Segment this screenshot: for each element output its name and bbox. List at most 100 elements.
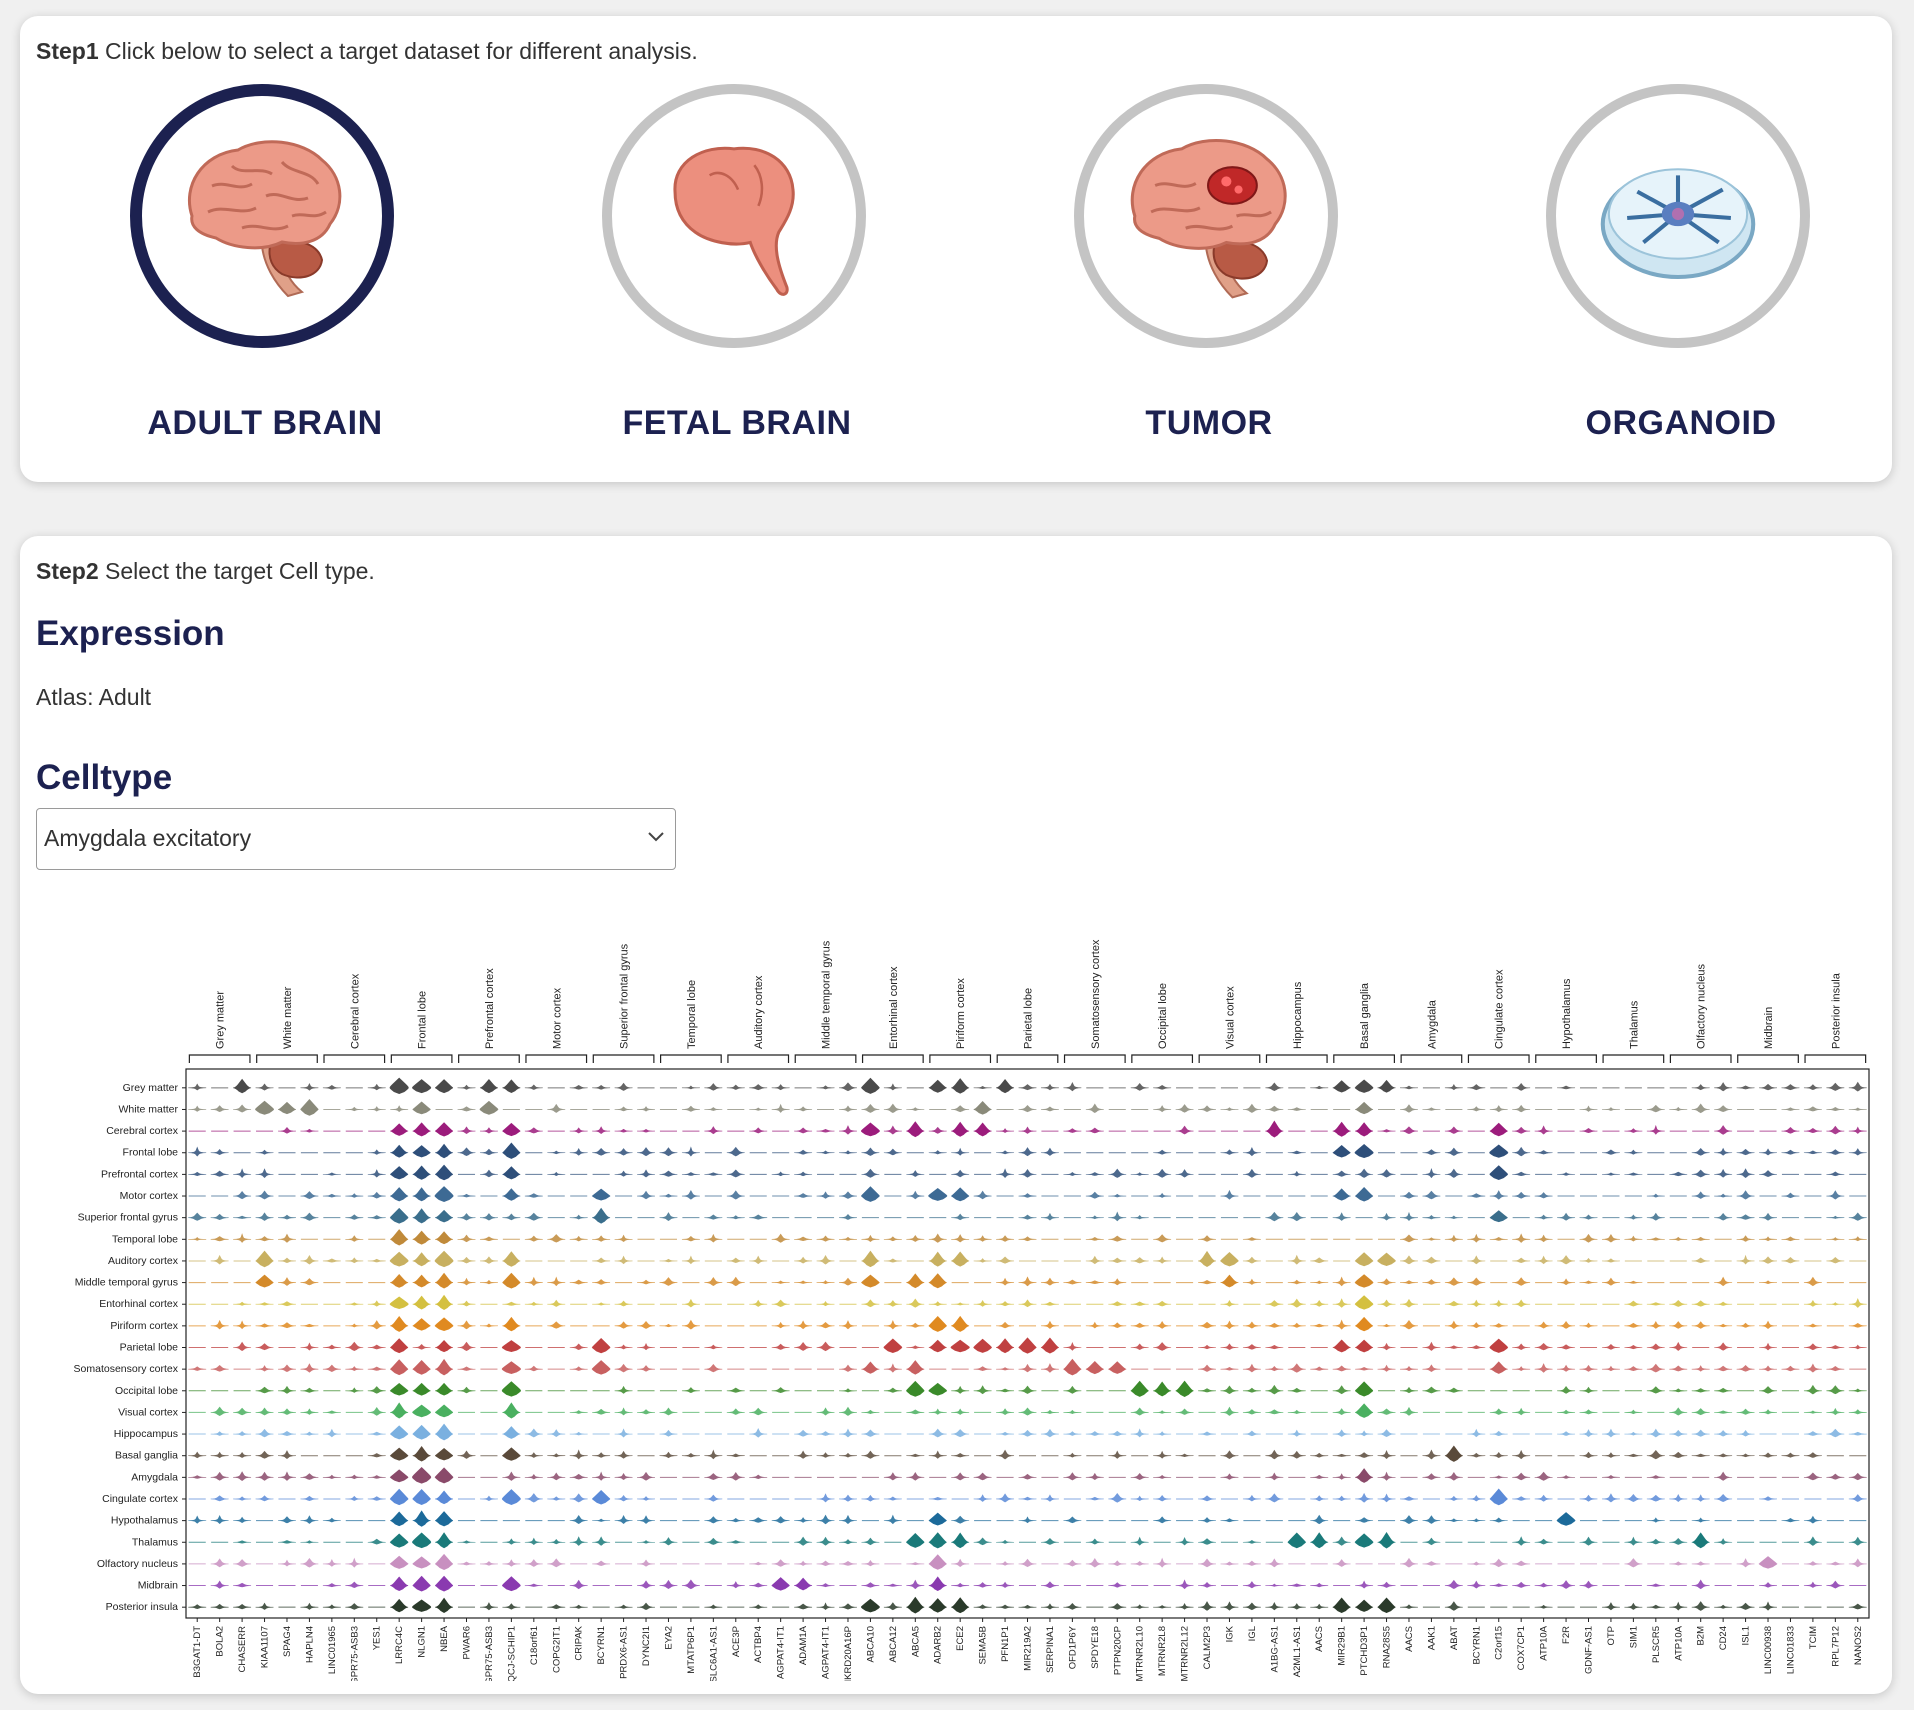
violin-mark <box>1085 1215 1104 1220</box>
violin-mark <box>502 1576 521 1592</box>
violin-mark <box>1444 1518 1463 1523</box>
violin-mark <box>367 1106 386 1112</box>
violin-mark <box>1781 1126 1800 1134</box>
violin-mark <box>1310 1514 1329 1525</box>
violin-mark <box>839 1428 857 1438</box>
gene-tick-label: COX7CP1 <box>1516 1626 1527 1670</box>
violin-mark <box>1220 1189 1239 1200</box>
violin-mark <box>1153 1557 1172 1568</box>
violin-mark <box>389 1077 409 1095</box>
violin-mark <box>1287 1450 1306 1459</box>
violin-mark <box>300 1495 319 1501</box>
gene-tick-label: PRDX6-AS1 <box>619 1626 630 1679</box>
violin-mark <box>749 1561 768 1566</box>
violin-mark <box>906 1121 925 1138</box>
violin-mark <box>1691 1388 1710 1393</box>
violin-mark <box>1130 1473 1149 1480</box>
violin-mark <box>592 1518 611 1522</box>
dataset-fetal-brain[interactable]: FETAL BRAIN <box>592 84 882 464</box>
violin-mark <box>1669 1321 1688 1329</box>
violin-mark <box>1489 1144 1509 1158</box>
violin-mark <box>300 1408 319 1415</box>
violin-mark <box>659 1212 678 1222</box>
violin-mark <box>1175 1408 1194 1415</box>
violin-mark <box>1332 1473 1351 1480</box>
violin-mark <box>547 1453 566 1458</box>
violin-mark <box>457 1106 476 1112</box>
violin-mark <box>1399 1211 1418 1222</box>
violin-mark <box>210 1603 229 1610</box>
violin-mark <box>1153 1192 1172 1198</box>
violin-mark <box>188 1171 207 1177</box>
violin-mark <box>659 1407 678 1416</box>
violin-mark <box>1512 1146 1531 1157</box>
violin-mark <box>1242 1278 1261 1285</box>
group-label: Prefrontal cortex <box>484 968 496 1049</box>
violin-mark <box>951 1582 970 1588</box>
violin-mark <box>749 1214 768 1220</box>
violin-mark <box>659 1258 678 1263</box>
violin-mark <box>883 1258 902 1263</box>
violin-mark <box>951 1472 970 1481</box>
violin-mark <box>996 1256 1015 1264</box>
violin-mark <box>1691 1321 1710 1329</box>
violin-mark <box>1848 1558 1867 1568</box>
violin-mark <box>435 1209 454 1223</box>
celltype-select[interactable]: Amygdala excitatory <box>36 808 676 870</box>
violin-mark <box>1803 1150 1822 1155</box>
group-bracket <box>1804 1054 1867 1063</box>
dataset-tumor[interactable]: TUMOR <box>1064 84 1354 464</box>
violin-mark <box>839 1364 857 1372</box>
violin-mark <box>1242 1363 1261 1373</box>
violin-mark <box>973 1604 992 1609</box>
violin-mark <box>457 1561 476 1566</box>
violin-mark <box>300 1363 319 1373</box>
dataset-adult-brain[interactable]: ADULT BRAIN <box>120 84 410 464</box>
violin-mark <box>592 1235 611 1242</box>
violin-mark <box>1332 1429 1351 1437</box>
violin-mark <box>1691 1517 1710 1523</box>
gene-tick-label: IQCJ-SCHIP1 <box>506 1626 517 1681</box>
violin-mark <box>1601 1107 1620 1111</box>
violin-mark <box>479 1079 498 1094</box>
gene-tick-label: ABAT <box>1449 1626 1460 1650</box>
violin-mark <box>996 1431 1015 1436</box>
violin-mark <box>1624 1536 1643 1546</box>
violin-mark <box>1624 1128 1643 1133</box>
violin-mark <box>345 1302 364 1306</box>
violin-mark <box>1467 1277 1486 1286</box>
violin-mark <box>412 1359 431 1375</box>
violin-mark <box>1175 1579 1194 1590</box>
violin-mark <box>1332 1298 1351 1308</box>
violin-mark <box>479 1236 498 1242</box>
violin-mark <box>951 1515 970 1524</box>
violin-mark <box>569 1493 588 1503</box>
gene-tick-label: ECE2 <box>955 1626 966 1651</box>
violin-mark <box>928 1554 947 1570</box>
violin-mark <box>637 1515 655 1524</box>
group-label: White matter <box>282 986 294 1049</box>
violin-mark <box>861 1234 880 1242</box>
violin-mark <box>434 1553 454 1570</box>
violin-mark <box>1624 1214 1643 1220</box>
violin-mark <box>1130 1561 1149 1566</box>
violin-mark <box>457 1213 476 1221</box>
violin-mark <box>1691 1365 1710 1372</box>
violin-mark <box>1624 1172 1643 1176</box>
group-label: Midbrain <box>1763 1007 1775 1049</box>
violin-mark <box>502 1538 521 1545</box>
gene-tick-label: RPL7P12 <box>1830 1626 1841 1667</box>
dataset-organoid[interactable]: ORGANOID <box>1536 84 1826 464</box>
violin-mark <box>390 1425 409 1440</box>
violin-mark <box>996 1277 1015 1286</box>
gene-tick-label: B3GAT1-DT <box>192 1626 203 1678</box>
violin-mark <box>300 1557 319 1568</box>
violin-mark <box>1265 1449 1284 1460</box>
violin-mark <box>547 1234 566 1243</box>
violin-mark <box>345 1474 364 1480</box>
violin-mark <box>637 1409 655 1415</box>
violin-mark <box>951 1213 970 1221</box>
violin-mark <box>996 1235 1015 1242</box>
violin-mark <box>1467 1106 1486 1112</box>
violin-mark <box>412 1575 431 1592</box>
